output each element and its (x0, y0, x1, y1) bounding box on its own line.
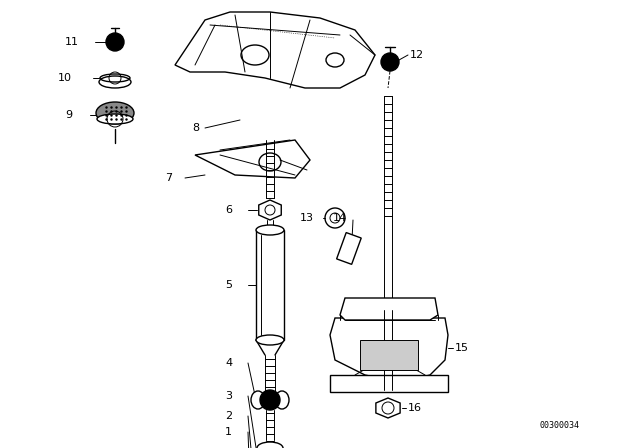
Ellipse shape (257, 442, 283, 448)
Ellipse shape (99, 76, 131, 88)
Text: 3: 3 (225, 391, 232, 401)
Text: 12: 12 (410, 50, 424, 60)
Text: 8: 8 (192, 123, 199, 133)
Ellipse shape (251, 391, 265, 409)
Ellipse shape (256, 225, 284, 235)
Polygon shape (340, 298, 438, 320)
Text: 00300034: 00300034 (540, 421, 580, 430)
Text: 1: 1 (225, 427, 232, 437)
Text: 7: 7 (165, 173, 172, 183)
Ellipse shape (256, 335, 284, 345)
Circle shape (260, 390, 280, 410)
Text: 11: 11 (65, 37, 79, 47)
Polygon shape (360, 340, 418, 370)
Polygon shape (330, 318, 448, 382)
Text: 9: 9 (65, 110, 72, 120)
Text: 14: 14 (333, 213, 347, 223)
Text: 16: 16 (408, 403, 422, 413)
Text: 10: 10 (58, 73, 72, 83)
Polygon shape (175, 12, 375, 88)
Ellipse shape (96, 102, 134, 124)
Text: 2: 2 (225, 411, 232, 421)
Text: 4: 4 (225, 358, 232, 368)
Text: 15: 15 (455, 343, 469, 353)
Ellipse shape (275, 391, 289, 409)
Polygon shape (376, 398, 400, 418)
Polygon shape (259, 200, 281, 220)
Bar (256, 230, 284, 340)
Bar (337, 233, 361, 264)
Circle shape (106, 33, 124, 51)
Polygon shape (330, 375, 448, 392)
Text: 6: 6 (225, 205, 232, 215)
Text: 5: 5 (225, 280, 232, 290)
Circle shape (381, 53, 399, 71)
Polygon shape (195, 140, 310, 178)
Text: 13: 13 (300, 213, 314, 223)
Ellipse shape (97, 114, 133, 124)
